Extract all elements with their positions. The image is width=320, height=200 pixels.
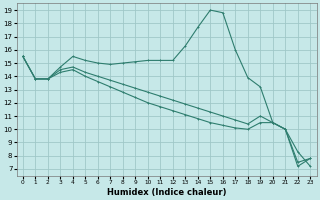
X-axis label: Humidex (Indice chaleur): Humidex (Indice chaleur) — [107, 188, 226, 197]
